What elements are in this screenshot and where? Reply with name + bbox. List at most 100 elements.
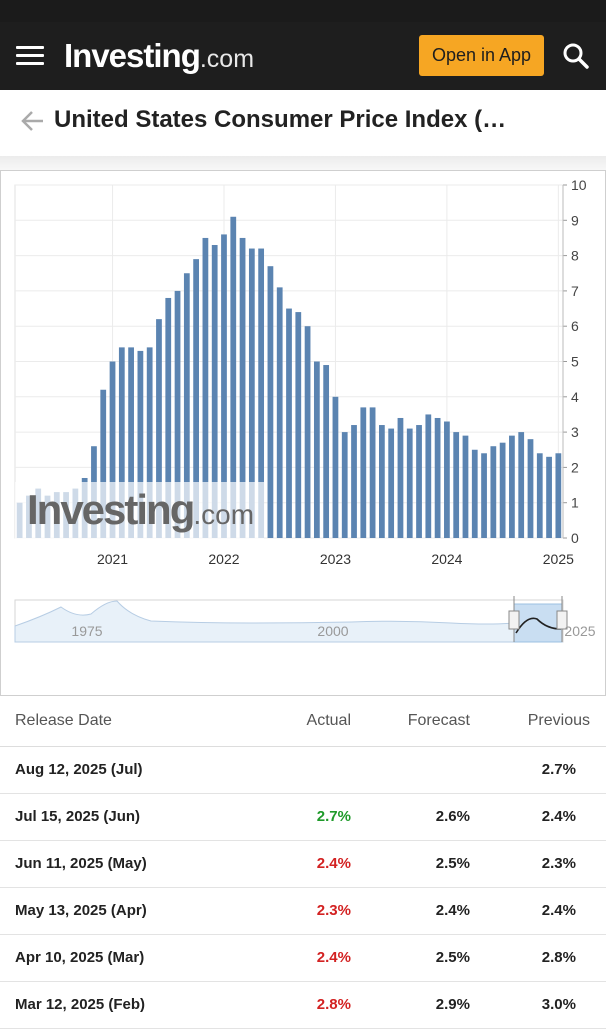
navigator-selected-line: [515, 617, 562, 634]
site-logo[interactable]: Investing.com: [64, 36, 254, 79]
bar: [137, 350, 144, 538]
x-tick-label: 2024: [431, 551, 462, 567]
bar: [332, 396, 339, 538]
bar: [444, 421, 450, 538]
hamburger-menu-icon[interactable]: [16, 46, 44, 66]
bar: [109, 361, 116, 538]
bar: [146, 347, 153, 538]
table-row: May 13, 2025 (Apr) 2.3% 2.4% 2.4%: [0, 888, 606, 935]
header-previous: Previous: [527, 712, 590, 729]
bar: [453, 432, 460, 538]
x-tick-label: 2025: [543, 551, 574, 567]
previous-cell: 2.8%: [541, 949, 576, 966]
bar: [202, 237, 209, 538]
y-tick-label: 9: [571, 212, 579, 228]
navigator-tick-label: 1975: [71, 623, 102, 639]
bar: [379, 425, 385, 538]
bar: [276, 287, 283, 538]
forecast-cell: 2.6%: [435, 808, 470, 825]
bar: [193, 259, 199, 538]
release-date-cell: Mar 12, 2025 (Feb): [15, 996, 146, 1013]
release-date-cell: Jul 15, 2025 (Jun): [15, 808, 141, 825]
bar: [267, 266, 274, 538]
navigator-right-handle[interactable]: [556, 610, 568, 630]
bar: [481, 453, 487, 538]
bar: [174, 290, 181, 538]
bar: [518, 432, 525, 538]
cpi-chart[interactable]: 0 1 2 3 4 5 6 7 8 9 10 2021 2022 2023 2024 2025 1975 2000…: [0, 170, 606, 696]
bar: [509, 435, 515, 538]
bar: [546, 456, 552, 538]
bar: [183, 273, 190, 538]
bar: [295, 312, 302, 538]
bar: [239, 237, 246, 538]
page-header: United States Consumer Price Index (…: [0, 90, 606, 156]
bar: [490, 446, 497, 538]
bar: [416, 425, 422, 538]
page-title: United States Consumer Price Index (…: [54, 106, 507, 133]
table-row: Aug 12, 2025 (Jul) 2.7%: [0, 747, 606, 794]
bar: [313, 361, 320, 538]
bar: [527, 439, 534, 538]
bar: [360, 407, 367, 538]
divider: [0, 156, 606, 170]
bar: [211, 245, 218, 538]
top-navbar: Investing.com Open in App: [0, 22, 606, 90]
table-header: Release Date Actual Forecast Previous: [0, 698, 606, 747]
release-date-cell: Aug 12, 2025 (Jul): [15, 761, 143, 778]
y-tick-label: 4: [571, 389, 579, 405]
x-tick-label: 2023: [320, 551, 351, 567]
search-icon[interactable]: [562, 42, 590, 70]
forecast-cell: 2.9%: [435, 996, 470, 1013]
previous-cell: 2.4%: [541, 902, 576, 919]
bar: [434, 417, 441, 538]
bar: [156, 319, 162, 538]
y-tick-label: 5: [571, 354, 579, 370]
chart-svg[interactable]: 0 1 2 3 4 5 6 7 8 9 10 2021 2022 2023 2024 2025 1975 2000…: [1, 171, 605, 695]
previous-cell: 3.0%: [541, 996, 576, 1013]
bar: [118, 347, 125, 538]
bar: [462, 435, 469, 538]
bar: [555, 453, 562, 538]
bar: [230, 216, 237, 538]
y-tick-label: 1: [571, 495, 579, 511]
previous-cell: 2.7%: [541, 761, 576, 778]
y-tick-label: 10: [571, 177, 587, 193]
bar: [406, 428, 413, 538]
bar: [258, 248, 265, 538]
watermark-suffix-text: .com: [193, 499, 255, 530]
table-body: Aug 12, 2025 (Jul) 2.7% Jul 15, 2025 (Ju…: [0, 747, 606, 1029]
navigator-tick-label: 2000: [317, 623, 348, 639]
back-arrow-icon[interactable]: [20, 108, 46, 134]
bar: [499, 442, 506, 538]
bar: [369, 407, 376, 538]
open-in-app-button[interactable]: Open in App: [419, 35, 544, 76]
release-date-cell: Apr 10, 2025 (Mar): [15, 949, 145, 966]
bar: [397, 417, 404, 538]
status-bar: [0, 0, 606, 22]
table-row: Mar 12, 2025 (Feb) 2.8% 2.9% 3.0%: [0, 982, 606, 1029]
table-row: Jun 11, 2025 (May) 2.4% 2.5% 2.3%: [0, 841, 606, 888]
navigator-left-handle[interactable]: [508, 610, 520, 630]
bar: [425, 414, 432, 538]
bar: [128, 347, 134, 538]
previous-cell: 2.4%: [541, 808, 576, 825]
y-tick-label: 0: [571, 530, 579, 546]
header-forecast: Forecast: [407, 712, 470, 729]
header-release-date: Release Date: [15, 712, 112, 729]
release-date-cell: Jun 11, 2025 (May): [15, 855, 147, 872]
bar: [536, 453, 543, 538]
navigator-history-area: [14, 600, 515, 643]
bar: [471, 449, 478, 538]
actual-cell: 2.3%: [316, 902, 351, 919]
navigator-tick-label: 2025: [564, 623, 595, 639]
actual-cell: 2.8%: [316, 996, 351, 1013]
navigator-selected-range: [513, 603, 563, 643]
bar: [286, 308, 292, 538]
x-tick-label: 2021: [97, 551, 128, 567]
actual-cell: 2.4%: [316, 855, 351, 872]
forecast-cell: 2.5%: [435, 949, 470, 966]
y-tick-label: 7: [571, 283, 579, 299]
release-table: Release Date Actual Forecast Previous Au…: [0, 698, 606, 1029]
y-tick-label: 6: [571, 318, 579, 334]
